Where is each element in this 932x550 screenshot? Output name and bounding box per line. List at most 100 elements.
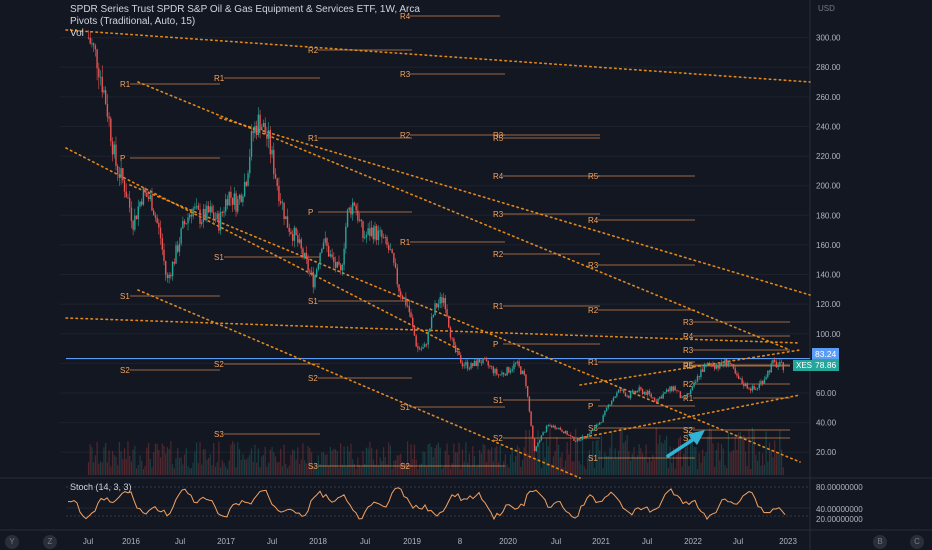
pivots-indicator-label[interactable]: Pivots (Traditional, Auto, 15) — [70, 16, 196, 27]
pivot-label: R2 — [588, 306, 599, 315]
x-tick-label: Jul — [83, 537, 93, 546]
stoch-tick-label: 20.00000000 — [816, 515, 863, 524]
pivot-label: P — [588, 402, 593, 411]
pivot-label: S1 — [308, 297, 318, 306]
pivot-label: R3 — [588, 261, 599, 270]
corner-button-b[interactable]: B — [873, 535, 887, 549]
trendline[interactable] — [65, 317, 801, 344]
y-tick-label: 20.00 — [816, 448, 837, 457]
pivot-label: R5 — [683, 362, 694, 371]
y-tick-label: 140.00 — [816, 271, 841, 280]
y-tick-label: 220.00 — [816, 152, 841, 161]
x-tick-label: 2022 — [684, 537, 702, 546]
x-tick-label: 2021 — [592, 537, 610, 546]
chart-title[interactable]: SPDR Series Trust SPDR S&P Oil & Gas Equ… — [70, 4, 420, 15]
pivot-label: S1 — [400, 403, 410, 412]
pivot-label: S1 — [588, 454, 598, 463]
corner-button-y[interactable]: Y — [5, 535, 19, 549]
trendline[interactable] — [65, 29, 811, 83]
pivot-label: R5 — [588, 172, 599, 181]
pivot-label: R5 — [493, 134, 504, 143]
pivot-label: R4 — [400, 12, 411, 21]
pivot-label: R2 — [400, 131, 411, 140]
pivot-label: S2 — [308, 374, 318, 383]
pivot-label: S3 — [214, 430, 224, 439]
trendline[interactable] — [65, 147, 461, 351]
pivot-label: R4 — [493, 172, 504, 181]
stoch-tick-label: 40.00000000 — [816, 505, 863, 514]
pivot-label: R5 — [683, 361, 694, 370]
pivot-label: S2 — [120, 366, 130, 375]
x-tick-label: Jul — [267, 537, 277, 546]
pivot-label: S2 — [683, 426, 693, 435]
pivot-label: R2 — [683, 380, 694, 389]
pivot-label: R1 — [400, 238, 411, 247]
y-tick-label: 40.00 — [816, 419, 837, 428]
volume-bars — [87, 427, 784, 475]
y-tick-label: 260.00 — [816, 93, 841, 102]
pivot-label: S3 — [683, 434, 693, 443]
trendline[interactable] — [129, 184, 801, 463]
x-tick-label: Jul — [733, 537, 743, 546]
trendline[interactable] — [137, 289, 581, 479]
volume-indicator-label[interactable]: Vol — [70, 28, 84, 39]
pivot-label: R1 — [120, 80, 131, 89]
pivot-label: S2 — [400, 462, 410, 471]
pivot-label: P — [493, 340, 498, 349]
y-tick-label: 60.00 — [816, 389, 837, 398]
trendline[interactable] — [579, 349, 801, 386]
x-tick-label: 2019 — [403, 537, 421, 546]
level-price-tag: 83.24 — [812, 348, 840, 360]
trendline[interactable] — [579, 394, 801, 439]
x-tick-label: Jul — [642, 537, 652, 546]
symbol-tag: XES — [793, 360, 816, 371]
stoch-tick-label: 80.00000000 — [816, 483, 863, 492]
price-candles — [87, 30, 784, 452]
y-tick-label: 120.00 — [816, 300, 841, 309]
y-tick-label: 240.00 — [816, 122, 841, 131]
y-tick-label: 160.00 — [816, 241, 841, 250]
x-tick-label: Jul — [175, 537, 185, 546]
pivot-label: S3 — [308, 462, 318, 471]
pivot-label: S2 — [214, 360, 224, 369]
arrow-annotation[interactable] — [666, 430, 705, 458]
x-tick-label: 2016 — [122, 537, 140, 546]
pivot-label: R4 — [683, 332, 694, 341]
pivot-label: R3 — [493, 131, 504, 140]
pivot-label: P — [308, 208, 313, 217]
pivot-label: S3 — [588, 424, 598, 433]
stoch-indicator-label[interactable]: Stoch (14, 3, 3) — [70, 482, 132, 492]
legend: SPDR Series Trust SPDR S&P Oil & Gas Equ… — [70, 4, 420, 40]
pivot-label: R2 — [308, 46, 319, 55]
corner-button-c[interactable]: C — [910, 535, 924, 549]
y-tick-label: 200.00 — [816, 182, 841, 191]
pivot-label: R1 — [308, 134, 319, 143]
stoch-line — [67, 487, 786, 521]
pivot-label: S1 — [493, 396, 503, 405]
x-tick-label: Jul — [551, 537, 561, 546]
trendlines — [65, 29, 811, 479]
pivot-label: R2 — [493, 250, 504, 259]
pivot-label: R1 — [493, 302, 504, 311]
pivot-label: S2 — [493, 434, 503, 443]
y-tick-label: 180.00 — [816, 211, 841, 220]
currency-label: USD — [818, 4, 835, 13]
pivot-label: R3 — [683, 318, 694, 327]
y-tick-label: 280.00 — [816, 63, 841, 72]
y-tick-label: 300.00 — [816, 34, 841, 43]
pivot-label: S1 — [120, 292, 130, 301]
pivot-label: R1 — [683, 394, 694, 403]
pivot-label: P — [120, 154, 125, 163]
y-tick-label: 100.00 — [816, 330, 841, 339]
pivot-label: R4 — [588, 216, 599, 225]
x-tick-label: 2018 — [309, 537, 327, 546]
x-tick-label: 2023 — [779, 537, 797, 546]
x-axis[interactable]: Jul 2016 Jul 2017 Jul 2018 Jul 2019 8 2020 Jul 2021… — [83, 537, 798, 546]
x-tick-label: 8 — [458, 537, 463, 546]
pivot-label: R3 — [493, 210, 504, 219]
corner-button-z[interactable]: Z — [43, 535, 57, 549]
